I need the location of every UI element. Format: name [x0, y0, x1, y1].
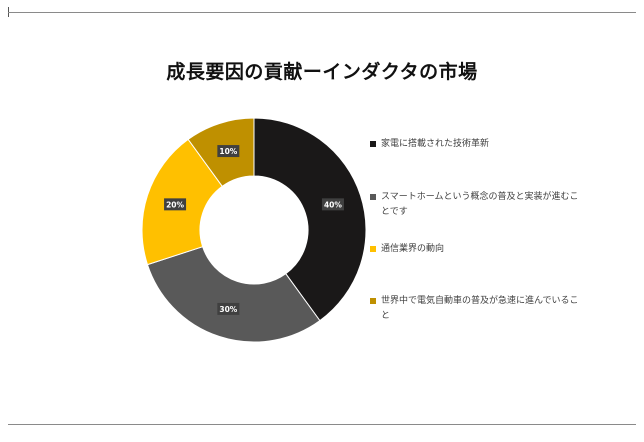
- legend-swatch-1: [370, 141, 376, 147]
- data-label-box-1: [321, 198, 344, 211]
- data-label-3: 20%: [164, 198, 187, 211]
- data-label-box-2: [217, 302, 240, 315]
- legend-swatch-2: [370, 194, 376, 200]
- legend-item-3: 通信業界の動向: [370, 242, 585, 257]
- slice-home-appliances: [253, 117, 367, 322]
- legend-item-2: スマートホームという概念の普及と実装が進むことです: [370, 190, 585, 220]
- data-label-text-4: 10%: [219, 147, 237, 156]
- bottom-divider: [8, 424, 636, 425]
- legend-swatch-4: [370, 298, 376, 304]
- data-label-2: 30%: [217, 302, 240, 315]
- data-label-text-2: 30%: [219, 305, 237, 314]
- data-label-4: 10%: [217, 145, 240, 158]
- legend-label-1: 家電に搭載された技術革新: [381, 139, 490, 149]
- top-divider: [8, 12, 636, 13]
- data-label-box-4: [217, 145, 240, 158]
- data-label-box-3: [164, 198, 187, 211]
- chart-title: 成長要因の貢献ーインダクタの市場: [166, 61, 478, 83]
- legend-label-4: 世界中で電気自動車の普及が急速に進んでいること: [381, 296, 579, 321]
- data-label-text-3: 20%: [166, 200, 184, 209]
- data-label-1: 40%: [321, 198, 344, 211]
- legend-item-1: 家電に搭載された技術革新: [370, 137, 585, 152]
- legend-label-3: 通信業界の動向: [381, 244, 445, 254]
- legend-item-4: 世界中で電気自動車の普及が急速に進んでいること: [370, 294, 585, 324]
- legend-swatch-3: [370, 246, 376, 252]
- slice-smart-home: [146, 246, 321, 343]
- data-label-text-1: 40%: [324, 200, 342, 209]
- legend-label-2: スマートホームという概念の普及と実装が進むことです: [381, 192, 579, 217]
